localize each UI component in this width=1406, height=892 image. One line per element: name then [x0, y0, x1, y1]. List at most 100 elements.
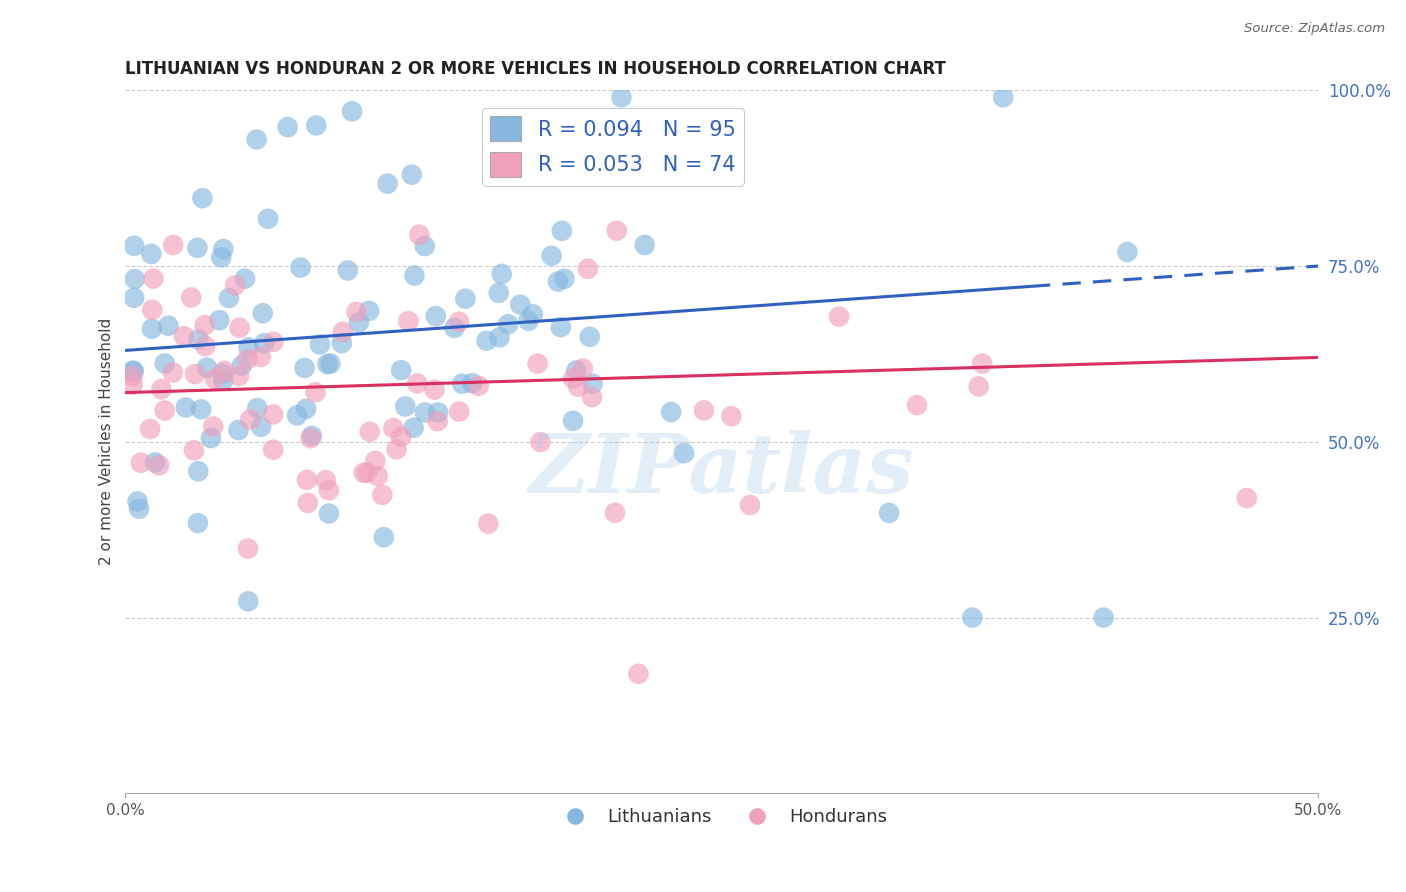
Point: [212, 374, 235, 388]
Point: [257, 211, 280, 226]
Point: [121, 363, 143, 377]
Point: [224, 278, 246, 293]
Point: [972, 357, 994, 371]
Point: [202, 419, 225, 434]
Point: [194, 339, 217, 353]
Point: [294, 360, 316, 375]
Point: [610, 90, 633, 104]
Point: [550, 320, 572, 334]
Point: [346, 305, 368, 319]
Point: [246, 132, 269, 146]
Point: [396, 314, 419, 328]
Point: [336, 263, 359, 277]
Point: [231, 359, 253, 373]
Point: [461, 376, 484, 391]
Point: [389, 363, 412, 377]
Point: [406, 376, 429, 391]
Point: [394, 400, 416, 414]
Point: [367, 469, 389, 483]
Point: [426, 414, 449, 428]
Point: [562, 371, 585, 385]
Point: [208, 313, 231, 327]
Point: [967, 379, 990, 393]
Point: [488, 285, 510, 300]
Point: [720, 409, 742, 424]
Point: [877, 506, 900, 520]
Point: [449, 404, 471, 418]
Point: [413, 239, 436, 253]
Point: [603, 506, 626, 520]
Point: [295, 401, 318, 416]
Point: [238, 594, 260, 608]
Point: [239, 412, 262, 426]
Point: [214, 364, 236, 378]
Point: [304, 385, 326, 400]
Point: [141, 247, 163, 261]
Point: [299, 431, 322, 445]
Point: [141, 322, 163, 336]
Point: [347, 315, 370, 329]
Point: [364, 454, 387, 468]
Point: [828, 310, 851, 324]
Text: Source: ZipAtlas.com: Source: ZipAtlas.com: [1244, 22, 1385, 36]
Point: [454, 292, 477, 306]
Point: [162, 238, 184, 252]
Point: [173, 329, 195, 343]
Point: [124, 272, 146, 286]
Point: [318, 483, 340, 498]
Point: [371, 488, 394, 502]
Point: [1116, 244, 1139, 259]
Point: [509, 298, 531, 312]
Point: [581, 390, 603, 404]
Point: [297, 496, 319, 510]
Point: [382, 421, 405, 435]
Point: [295, 473, 318, 487]
Point: [183, 443, 205, 458]
Point: [191, 191, 214, 205]
Point: [693, 403, 716, 417]
Point: [673, 446, 696, 460]
Point: [262, 334, 284, 349]
Point: [190, 402, 212, 417]
Point: [659, 405, 682, 419]
Point: [627, 666, 650, 681]
Point: [634, 238, 657, 252]
Point: [233, 271, 256, 285]
Point: [141, 302, 163, 317]
Point: [567, 379, 589, 393]
Point: [200, 431, 222, 445]
Point: [353, 466, 375, 480]
Point: [1236, 491, 1258, 505]
Point: [389, 430, 412, 444]
Point: [150, 382, 173, 396]
Point: [128, 501, 150, 516]
Point: [578, 330, 600, 344]
Point: [475, 334, 498, 348]
Point: [129, 456, 152, 470]
Point: [253, 336, 276, 351]
Point: [373, 530, 395, 544]
Point: [962, 610, 984, 624]
Point: [572, 361, 595, 376]
Point: [318, 507, 340, 521]
Point: [991, 90, 1014, 104]
Point: [526, 357, 548, 371]
Point: [122, 364, 145, 378]
Point: [581, 376, 603, 391]
Point: [262, 408, 284, 422]
Point: [905, 398, 928, 412]
Point: [127, 494, 149, 508]
Point: [547, 275, 569, 289]
Point: [1092, 610, 1115, 624]
Point: [153, 403, 176, 417]
Point: [408, 227, 430, 242]
Point: [218, 291, 240, 305]
Point: [496, 317, 519, 331]
Point: [316, 357, 339, 371]
Point: [451, 376, 474, 391]
Point: [122, 291, 145, 305]
Legend: Lithuanians, Hondurans: Lithuanians, Hondurans: [550, 801, 894, 833]
Point: [211, 367, 233, 381]
Point: [529, 435, 551, 450]
Point: [425, 309, 447, 323]
